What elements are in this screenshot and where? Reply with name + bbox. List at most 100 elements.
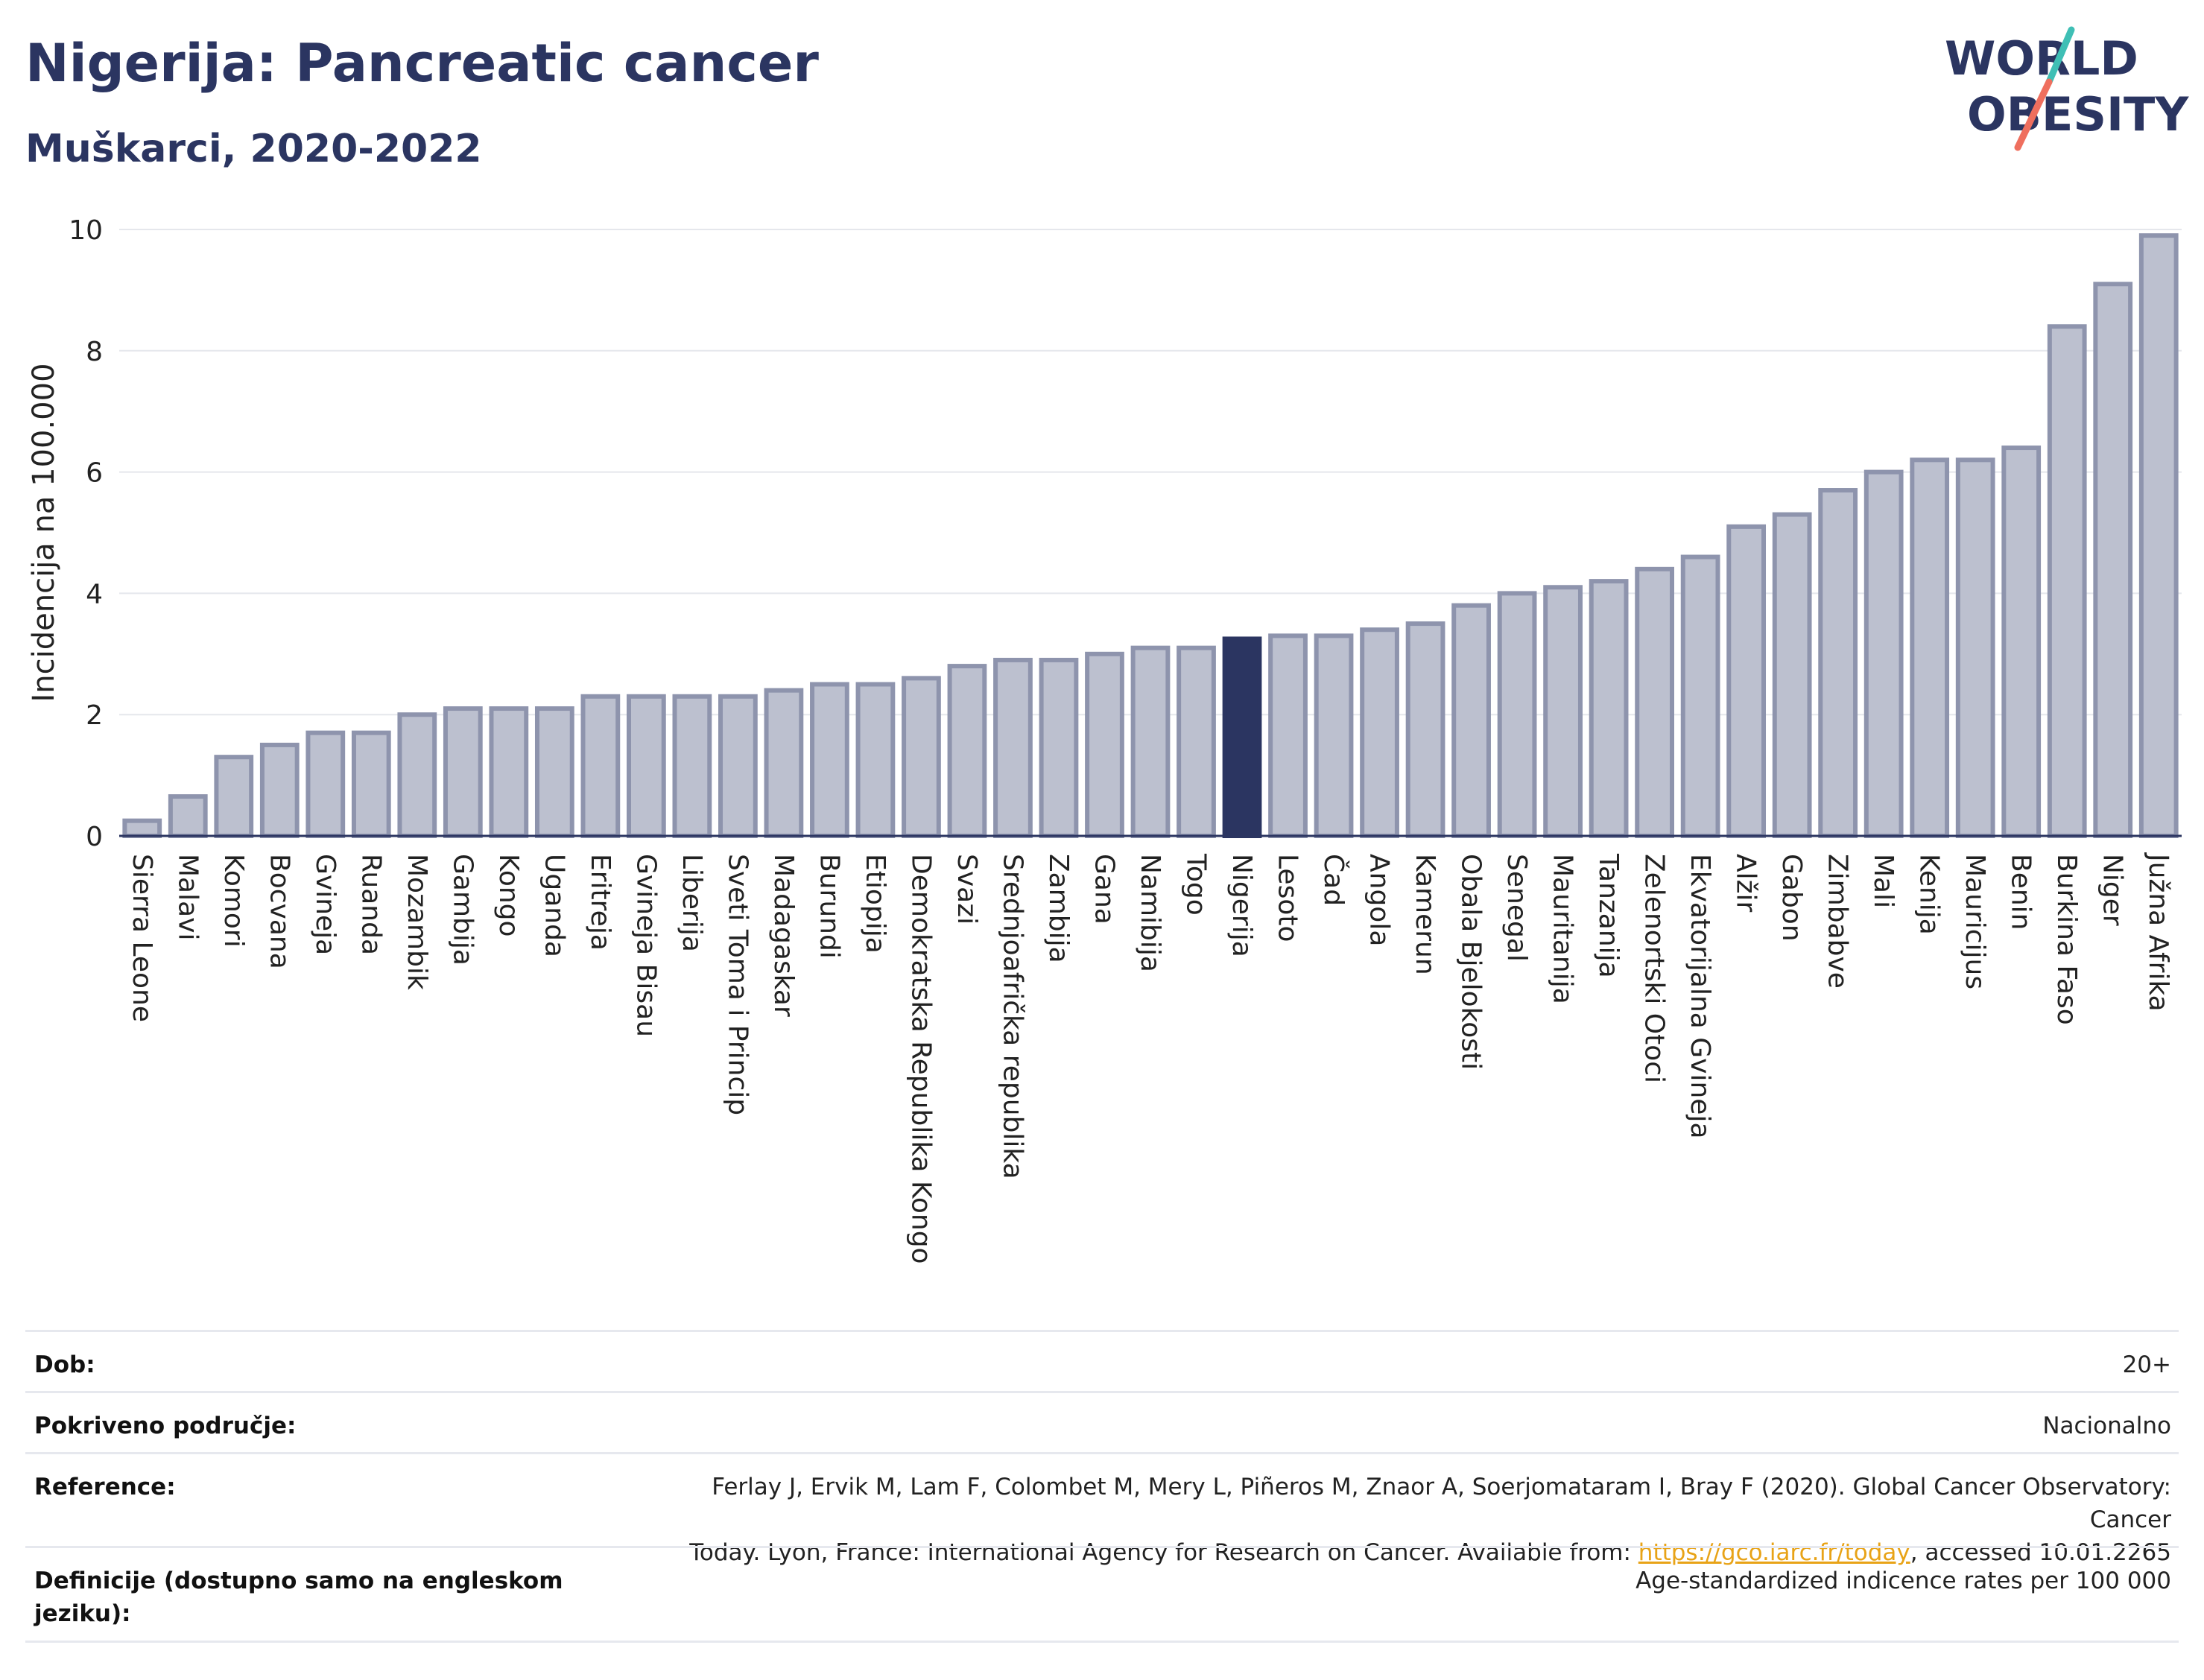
logo-text-obesity: OBESITY [1967, 87, 2189, 142]
y-tick-label: 8 [86, 337, 103, 367]
x-tick-label: Zelenortski Otoci [1639, 854, 1670, 1083]
logo-text-world: WORLD [1945, 31, 2138, 86]
bar [855, 682, 896, 838]
x-tick-label: Uganda [539, 854, 569, 957]
x-tick-label: Kongo [493, 854, 524, 937]
logo-slash-coral [2014, 78, 2053, 151]
bar [1543, 585, 1583, 838]
bar [168, 794, 208, 838]
x-tick-label: Obala Bjelokosti [1456, 854, 1486, 1070]
meta-row-definitions: Definicije (dostupno samo na engleskom j… [25, 1546, 2179, 1643]
x-tick-label: Srednjoafrička republika [997, 854, 1027, 1179]
reference-line-2-post: , accessed 10.01.2265 [1910, 1539, 2171, 1566]
bar [1451, 603, 1491, 838]
x-tick-label: Zimbabve [1823, 854, 1853, 989]
bar [1268, 633, 1308, 838]
x-tick-label: Bocvana [264, 854, 294, 969]
x-tick-label: Ruanda [355, 854, 386, 955]
x-tick-label: Demokratska Republika Kongo [905, 854, 936, 1264]
bar [351, 730, 391, 838]
reference-link[interactable]: https://gco.iarc.fr/today [1638, 1539, 1910, 1566]
bar [718, 694, 758, 839]
bar [580, 694, 621, 839]
bar [1497, 591, 1537, 839]
y-axis-label: Incidencija na 100.000 [27, 363, 61, 702]
meta-row-coverage: Pokriveno područje: Nacionalno [25, 1391, 2179, 1454]
bar [1910, 457, 1950, 838]
age-label: Dob: [34, 1351, 95, 1378]
bar [810, 682, 849, 838]
bar [672, 694, 712, 839]
x-tick-label: Burundi [814, 854, 844, 959]
reference-value: Ferlay J, Ervik M, Lam F, Colombet M, Me… [681, 1471, 2171, 1569]
x-tick-label: Gambija [447, 854, 478, 966]
bar [534, 706, 574, 838]
reference-label: Reference: [34, 1474, 176, 1500]
bar [2093, 282, 2133, 838]
x-tick-label: Mauricijus [1960, 854, 1990, 989]
bar [1314, 633, 1354, 838]
meta-row-age: Dob: 20+ [25, 1330, 2179, 1393]
bar [902, 676, 941, 838]
x-tick-label: Burkina Faso [2051, 854, 2082, 1025]
x-tick-label: Kamerun [1410, 854, 1440, 975]
bar [2001, 446, 2042, 838]
bar [214, 755, 254, 838]
x-tick-label: Južna Afrika [2143, 852, 2173, 1012]
definitions-label: Definicije (dostupno samo na engleskom j… [34, 1568, 563, 1627]
x-tick-label: Madagaskar [768, 854, 799, 1017]
coverage-label: Pokriveno područje: [34, 1413, 297, 1439]
x-tick-label: Čad [1318, 854, 1349, 906]
bar-chart: 0 2 4 6 8 10 Incidencija na 100.000 Sierra Leon… [27, 215, 2182, 1264]
bar [627, 694, 666, 839]
x-tick-label: Zambija [1043, 854, 1074, 963]
bar [993, 657, 1033, 838]
bar [1085, 651, 1124, 838]
x-tick-label: Benin [2006, 854, 2036, 930]
x-tick-label: Gvineja Bisau [630, 854, 661, 1037]
bar [947, 664, 987, 839]
x-tick-label: Etiopija [860, 854, 890, 954]
x-tick-label: Angola [1364, 854, 1395, 946]
bar [1680, 554, 1720, 838]
x-tick-label: Lesoto [1273, 854, 1303, 942]
x-tick-label: Mauritanija [1548, 854, 1578, 1004]
bar [1405, 621, 1445, 838]
x-tick-label: Mali [1868, 854, 1899, 908]
x-tick-label: Eritreja [585, 854, 615, 951]
x-tick-label: Alžir [1731, 854, 1761, 913]
bar [1360, 627, 1399, 838]
bar [259, 742, 300, 839]
y-tick-label: 10 [69, 215, 103, 246]
reference-line-2: Today. Lyon, France: International Agenc… [681, 1536, 2171, 1569]
bar [2138, 233, 2179, 838]
x-tick-label: Gabon [1776, 854, 1807, 942]
bar [1635, 566, 1674, 839]
x-tick-label: Ekvatorijalna Gvineja [1685, 854, 1715, 1139]
x-tick-label: Niger [2097, 854, 2128, 926]
bar [1130, 645, 1171, 838]
logo-slash-teal [2045, 26, 2075, 86]
x-tick-label: Tanzanija [1593, 853, 1624, 978]
x-tick-label: Namibija [1135, 854, 1165, 972]
bar [1863, 469, 1904, 838]
bar [397, 712, 437, 839]
definitions-value: Age-standardized indicence rates per 100… [1635, 1568, 2171, 1594]
bar [1772, 512, 1812, 839]
page-title: Nigerija: Pancreatic cancer [25, 33, 819, 94]
bar [305, 730, 346, 838]
bar [1955, 457, 1995, 838]
x-tick-label: Sierra Leone [127, 854, 157, 1022]
y-tick-label: 0 [86, 822, 103, 852]
x-tick-label: Kenija [1914, 854, 1945, 935]
x-tick-label: Malavi [172, 854, 203, 941]
bar [1818, 488, 1858, 839]
x-tick-label: Liberija [677, 854, 707, 952]
page-subtitle: Muškarci, 2020-2022 [25, 127, 482, 171]
y-tick-label: 4 [86, 579, 103, 609]
bar [489, 706, 529, 838]
bar [1177, 645, 1216, 838]
bar [1222, 636, 1262, 838]
bar [1726, 524, 1767, 838]
x-tick-label: Nigerija [1226, 854, 1257, 957]
